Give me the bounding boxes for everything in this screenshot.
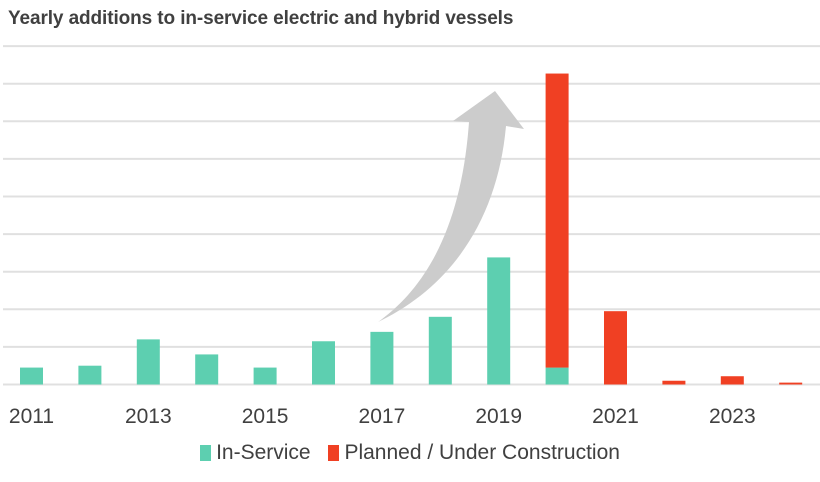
growth-arrow-annotation	[378, 91, 524, 322]
gridlines	[3, 45, 820, 386]
bar-in-service-2016	[312, 341, 335, 385]
legend-item-in-service: In-Service	[200, 441, 311, 465]
legend-swatch-in-service	[200, 445, 212, 461]
bar-in-service-2018	[428, 316, 452, 385]
bar-planned-2024	[779, 382, 803, 385]
legend-label-planned: Planned / Under Construction	[344, 441, 620, 464]
bar-in-service-2013	[136, 339, 160, 385]
bar-in-service-2019	[487, 257, 511, 385]
x-tick-label: 2015	[242, 405, 289, 428]
bar-in-service-2014	[195, 354, 219, 385]
x-tick-label: 2023	[709, 405, 756, 428]
bar-planned-2022	[662, 380, 686, 385]
legend-label-in-service: In-Service	[216, 441, 311, 464]
bar-in-service-2011	[20, 367, 43, 385]
x-tick-label: 2021	[592, 405, 639, 428]
bar-in-service-2012	[78, 365, 102, 385]
legend-item-planned: Planned / Under Construction	[328, 441, 620, 465]
x-tick-label: 2019	[475, 405, 522, 428]
bar-in-service-2015	[253, 367, 277, 385]
legend: In-Service Planned / Under Construction	[0, 441, 820, 467]
bar-in-service-2020	[545, 367, 569, 385]
x-tick-label: 2017	[359, 405, 406, 428]
x-axis-ticks: 2011 2013 2015 2017 2019 2021 2023	[9, 405, 756, 428]
bar-planned-2021	[604, 311, 627, 385]
bar-planned-2023	[720, 376, 744, 385]
bars	[20, 73, 803, 385]
chart-plot: 2011 2013 2015 2017 2019 2021 2023	[3, 45, 820, 428]
x-tick-label: 2011	[9, 405, 54, 428]
legend-swatch-planned	[328, 445, 340, 461]
x-tick-label: 2013	[125, 405, 172, 428]
bar-in-service-2017	[370, 331, 394, 385]
chart-title: Yearly additions to in-service electric …	[8, 8, 514, 29]
bar-planned-2020	[545, 73, 569, 368]
